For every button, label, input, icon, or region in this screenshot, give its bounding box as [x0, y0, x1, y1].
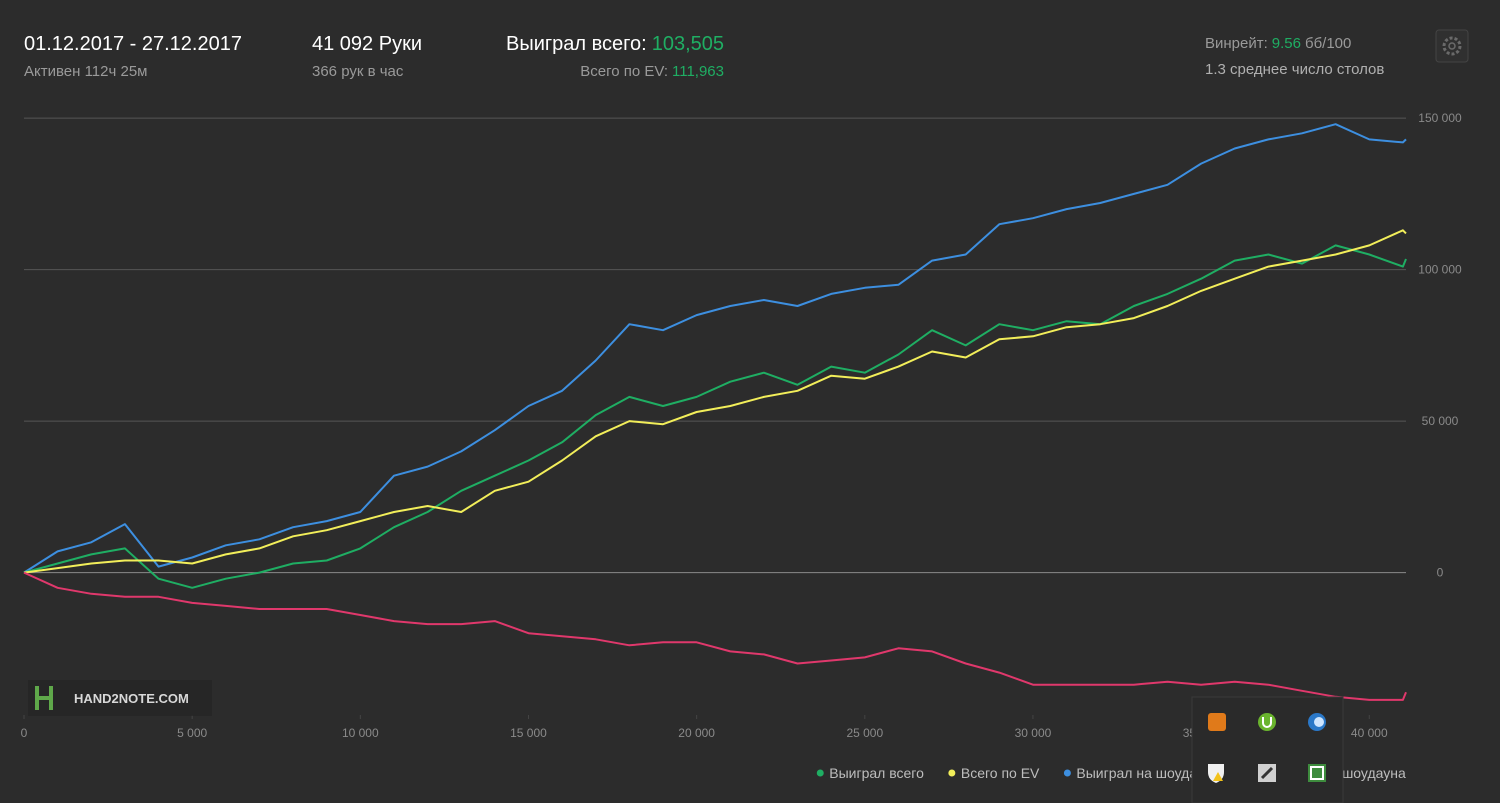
y-tick-label: 100 000: [1418, 263, 1462, 277]
tray-icon[interactable]: [1308, 764, 1326, 782]
x-tick-label: 20 000: [678, 726, 715, 740]
plot: 0 50 000 100 000 150 000 0 5 000 10 000 15 000 2…: [21, 111, 1462, 740]
active-time: Активен 112ч 25м: [24, 63, 147, 80]
settings-button[interactable]: [1435, 29, 1469, 63]
hands: 41 092 Руки: [312, 33, 422, 55]
won-label: Выиграл всего:: [506, 33, 647, 55]
date-range: 01.12.2017 - 27.12.2017: [24, 33, 242, 55]
y-tick-label: 0: [1437, 566, 1444, 580]
x-tick-label: 15 000: [510, 726, 547, 740]
series-line: [23, 244, 1407, 589]
won-value: 103,505: [652, 33, 724, 55]
winrate-label: Винрейт:: [1205, 35, 1268, 52]
ev-value: 111,963: [672, 63, 724, 80]
y-tick-label: 50 000: [1422, 414, 1459, 428]
x-tick-label: 25 000: [846, 726, 883, 740]
tray-popup: [1191, 696, 1344, 803]
ev-total: Всего по EV: 111,963: [580, 63, 724, 80]
winrate-value: 9.56: [1272, 35, 1301, 52]
legend-marker: [816, 769, 824, 777]
ev-label: Всего по EV:: [580, 63, 668, 80]
x-tick-label: 0: [21, 726, 28, 740]
gear-hub: [1448, 42, 1456, 50]
x-tick-label: 5 000: [177, 726, 207, 740]
legend-label: Выиграл на шоудауне: [1076, 765, 1219, 781]
hands-per-hour: 366 рук в час: [312, 63, 404, 80]
tray-icon[interactable]: [1208, 764, 1224, 783]
watermark-bg: [28, 680, 212, 716]
x-tick-label: 30 000: [1015, 726, 1052, 740]
tray-icon[interactable]: [1208, 713, 1226, 731]
settings-box[interactable]: [1435, 29, 1469, 63]
tray-icon[interactable]: [1258, 764, 1276, 782]
gear-teeth: [1442, 36, 1462, 56]
avg-tables: 1.3 среднее число столов: [1205, 61, 1384, 78]
series-line: [23, 229, 1407, 574]
legend-marker: [1063, 769, 1071, 777]
x-tick-label: 10 000: [342, 726, 379, 740]
y-tick-label: 150 000: [1418, 111, 1462, 125]
series-line: [23, 123, 1407, 574]
won-total: Выиграл всего: 103,505: [506, 33, 724, 55]
tray-icon[interactable]: [1258, 713, 1276, 731]
watermark-text: HAND2NOTE.COM: [74, 691, 189, 706]
logo-h: [35, 686, 53, 710]
legend-marker: [948, 769, 956, 777]
winrate: Винрейт: 9.56 бб/100: [1205, 35, 1351, 52]
tray-icon[interactable]: [1308, 713, 1326, 731]
tray-bg: [1191, 696, 1344, 803]
legend-label: Выиграл всего: [829, 765, 924, 781]
series-line: [23, 571, 1407, 701]
winrate-unit: бб/100: [1305, 35, 1351, 52]
x-tick-label: 40 000: [1351, 726, 1388, 740]
legend-label: Всего по EV: [961, 765, 1040, 781]
watermark: HAND2NOTE.COM: [28, 680, 212, 716]
